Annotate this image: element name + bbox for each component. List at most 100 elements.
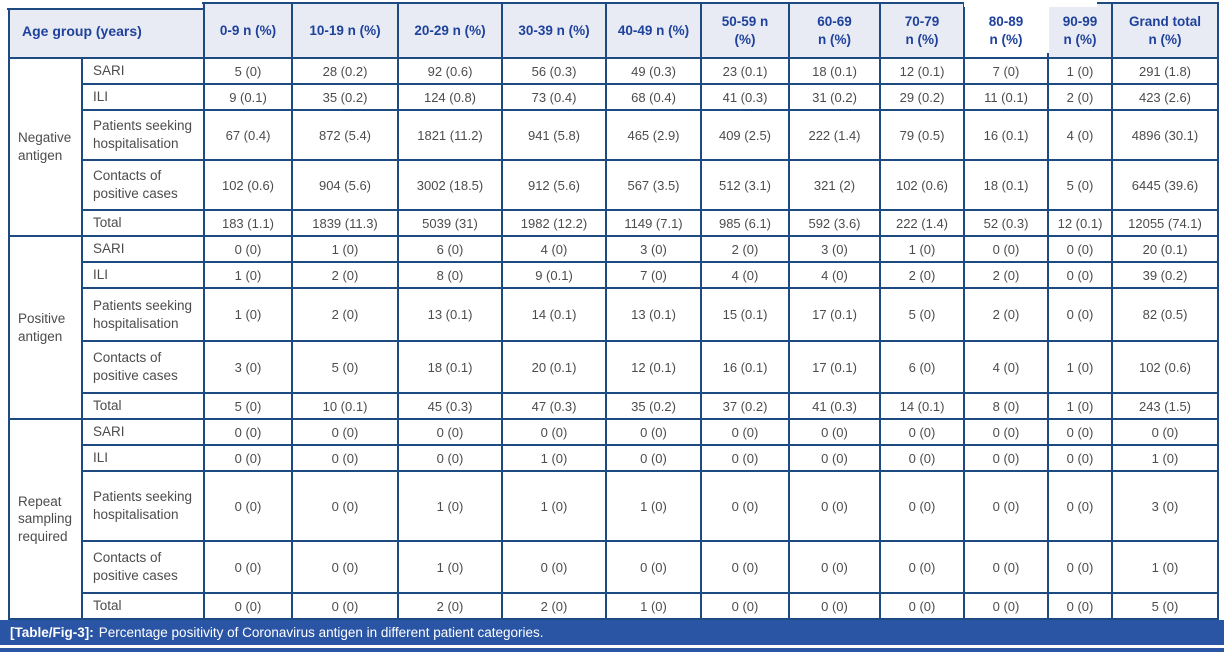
value-cell: 37 (0.2) [700, 392, 790, 420]
value-cell: 0 (0) [291, 444, 399, 472]
value-cell: 2 (0) [291, 287, 399, 342]
table-row: Patients seeking hospitalisation 0 (0) 0 (… [9, 470, 1219, 542]
group-label: Repeat sampling required [8, 418, 83, 620]
value-cell: 1 (0) [203, 261, 293, 289]
row-label: Patients seeking hospitalisation [81, 287, 205, 342]
value-cell: 0 (0) [291, 470, 399, 542]
value-cell: 47 (0.3) [501, 392, 607, 420]
value-cell: 1 (0) [501, 444, 607, 472]
value-cell: 0 (0) [879, 540, 965, 594]
value-cell: 0 (0) [700, 418, 790, 446]
value-cell: 31 (0.2) [788, 83, 881, 111]
value-cell: 1 (0) [1047, 340, 1113, 394]
value-cell: 0 (0) [1047, 540, 1113, 594]
value-cell: 35 (0.2) [605, 392, 702, 420]
value-cell: 222 (1.4) [879, 209, 965, 237]
value-cell: 18 (0.1) [788, 57, 881, 85]
col-header-grand-total: Grand total n (%) [1111, 2, 1219, 59]
value-cell: 14 (0.1) [879, 392, 965, 420]
row-label: SARI [81, 57, 205, 85]
value-cell: 3 (0) [203, 340, 293, 394]
value-cell: 2 (0) [700, 235, 790, 263]
row-label: Contacts of positive cases [81, 540, 205, 594]
table-row: Patients seeking hospitalisation 1 (0) 2 (… [9, 287, 1219, 342]
value-cell: 0 (0) [605, 418, 702, 446]
value-cell: 49 (0.3) [605, 57, 702, 85]
value-cell: 567 (3.5) [605, 159, 702, 211]
value-cell: 2 (0) [1047, 83, 1113, 111]
value-cell: 0 (0) [203, 418, 293, 446]
value-cell: 1 (0) [605, 470, 702, 542]
value-cell: 1 (0) [291, 235, 399, 263]
value-cell: 1 (0) [397, 540, 503, 594]
row-label: Total [81, 592, 205, 620]
value-cell: 0 (0) [501, 540, 607, 594]
value-cell: 8 (0) [397, 261, 503, 289]
value-cell: 2 (0) [879, 261, 965, 289]
table-row: ILI 1 (0) 2 (0) 8 (0) 9 (0.1) 7 (0) 4 (0) 4 (0)… [9, 261, 1219, 289]
value-cell: 0 (0) [1047, 235, 1113, 263]
value-cell: 35 (0.2) [291, 83, 399, 111]
value-cell: 102 (0.6) [879, 159, 965, 211]
value-cell: 11 (0.1) [963, 83, 1049, 111]
value-cell: 0 (0) [1047, 287, 1113, 342]
value-cell: 0 (0) [1047, 418, 1113, 446]
value-cell: 985 (6.1) [700, 209, 790, 237]
row-label: Patients seeking hospitalisation [81, 109, 205, 161]
value-cell: 79 (0.5) [879, 109, 965, 161]
value-cell: 5039 (31) [397, 209, 503, 237]
col-header-40-49: 40-49 n (%) [605, 2, 702, 59]
row-label: ILI [81, 83, 205, 111]
group-label: Positive antigen [8, 235, 83, 420]
col-header-70-79: 70-79 n (%) [879, 2, 965, 59]
value-cell: 1 (0) [501, 470, 607, 542]
value-cell: 102 (0.6) [1111, 340, 1219, 394]
antigen-positivity-table: Age group (years) 0-9 n (%) 10-19 n (%) … [8, 2, 1219, 620]
value-cell: 0 (0) [291, 592, 399, 620]
value-cell: 9 (0.1) [501, 261, 607, 289]
value-cell: 0 (0) [1047, 261, 1113, 289]
value-cell: 0 (0) [879, 444, 965, 472]
table-row: Total 0 (0) 0 (0) 2 (0) 2 (0) 1 (0) 0 (0) 0 (0)… [9, 592, 1219, 620]
value-cell: 423 (2.6) [1111, 83, 1219, 111]
col-header-30-39: 30-39 n (%) [501, 2, 607, 59]
value-cell: 1 (0) [1111, 444, 1219, 472]
table-row: Contacts of positive cases 3 (0) 5 (0) 18 (… [9, 340, 1219, 394]
table-row: Contacts of positive cases 0 (0) 0 (0) 1 (0… [9, 540, 1219, 594]
value-cell: 7 (0) [963, 57, 1049, 85]
value-cell: 23 (0.1) [700, 57, 790, 85]
value-cell: 0 (0) [1111, 418, 1219, 446]
value-cell: 0 (0) [879, 592, 965, 620]
header-row: Age group (years) 0-9 n (%) 10-19 n (%) … [8, 2, 1219, 59]
value-cell: 222 (1.4) [788, 109, 881, 161]
value-cell: 941 (5.8) [501, 109, 607, 161]
value-cell: 0 (0) [291, 418, 399, 446]
value-cell: 0 (0) [501, 418, 607, 446]
value-cell: 0 (0) [203, 235, 293, 263]
value-cell: 9 (0.1) [203, 83, 293, 111]
value-cell: 0 (0) [963, 444, 1049, 472]
value-cell: 3 (0) [788, 235, 881, 263]
value-cell: 0 (0) [963, 470, 1049, 542]
value-cell: 0 (0) [700, 444, 790, 472]
table-row: Negative antigen SARI 5 (0) 28 (0.2) 92 (0.6… [8, 57, 1219, 237]
value-cell: 20 (0.1) [501, 340, 607, 394]
table-row: Patients seeking hospitalisation 67 (0.4)… [9, 109, 1219, 161]
value-cell: 1 (0) [879, 235, 965, 263]
value-cell: 12 (0.1) [605, 340, 702, 394]
value-cell: 0 (0) [700, 592, 790, 620]
value-cell: 4 (0) [963, 340, 1049, 394]
value-cell: 41 (0.3) [788, 392, 881, 420]
value-cell: 0 (0) [788, 540, 881, 594]
value-cell: 0 (0) [788, 444, 881, 472]
corner-top-notch [7, 0, 202, 8]
value-cell: 29 (0.2) [879, 83, 965, 111]
value-cell: 0 (0) [963, 592, 1049, 620]
value-cell: 3 (0) [605, 235, 702, 263]
col-80-89-top-notch [964, 0, 1097, 7]
corner-header-age-group: Age group (years) [8, 2, 205, 59]
value-cell: 243 (1.5) [1111, 392, 1219, 420]
bottom-rule [0, 648, 1224, 652]
value-cell: 2 (0) [291, 261, 399, 289]
value-cell: 2 (0) [963, 261, 1049, 289]
